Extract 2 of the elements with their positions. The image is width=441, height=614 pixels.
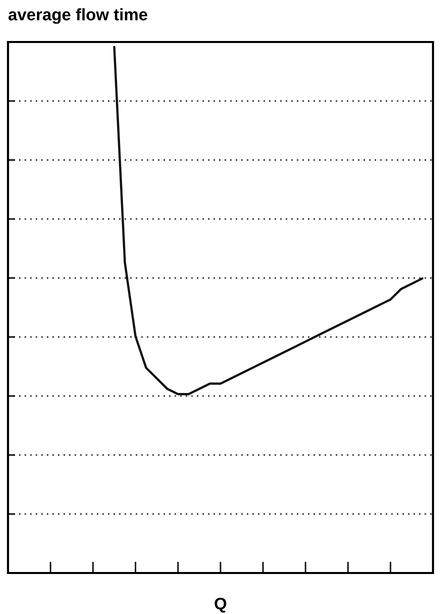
x-axis-title: Q (214, 598, 226, 613)
chart-title: average flow time (8, 8, 148, 24)
